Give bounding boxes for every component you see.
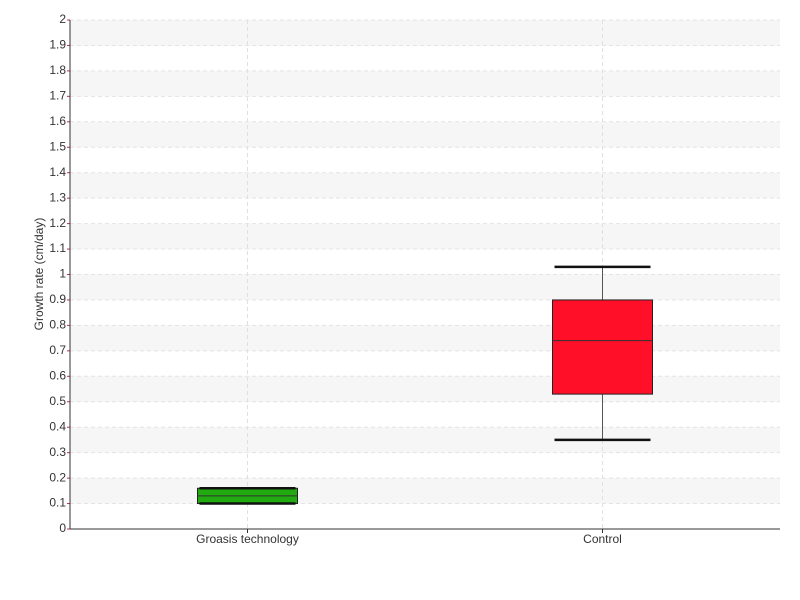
y-tick-label: 1.7 bbox=[49, 89, 66, 103]
y-tick-label: 0.1 bbox=[49, 496, 66, 510]
y-tick-label: 1.2 bbox=[49, 216, 66, 230]
grid-band bbox=[70, 70, 780, 97]
y-tick-label: 0.2 bbox=[49, 470, 66, 484]
y-tick-label: 0.6 bbox=[49, 368, 66, 382]
y-tick-label: 1.1 bbox=[49, 241, 66, 255]
grid-band bbox=[70, 121, 780, 148]
x-tick-label: Groasis technology bbox=[196, 532, 299, 546]
grid-band bbox=[70, 172, 780, 199]
grid-band bbox=[70, 223, 780, 250]
grid-band bbox=[70, 427, 780, 453]
grid-band bbox=[70, 20, 780, 46]
y-tick-label: 0 bbox=[59, 521, 66, 535]
y-tick-label: 1.8 bbox=[49, 63, 66, 77]
y-tick-label: 0.8 bbox=[49, 318, 66, 332]
y-tick-label: 1 bbox=[59, 267, 66, 281]
y-tick-label: 1.6 bbox=[49, 114, 66, 128]
y-tick-label: 1.5 bbox=[49, 139, 66, 153]
grid-band bbox=[70, 478, 780, 504]
y-tick-label: 1.9 bbox=[49, 38, 66, 52]
y-tick-label: 0.5 bbox=[49, 394, 66, 408]
grid-band bbox=[70, 325, 780, 351]
y-tick-label: 0.9 bbox=[49, 292, 66, 306]
y-tick-label: 0.4 bbox=[49, 419, 66, 433]
y-tick-label: 2 bbox=[59, 12, 66, 26]
y-tick-label: 1.4 bbox=[49, 165, 66, 179]
y-tick-label: 0.3 bbox=[49, 445, 66, 459]
x-tick-label: Control bbox=[583, 532, 622, 546]
grid-band bbox=[70, 274, 780, 300]
y-tick-label: 0.7 bbox=[49, 343, 66, 357]
grid-band bbox=[70, 376, 780, 402]
y-axis-label: Growth rate (cm/day) bbox=[32, 218, 46, 331]
box bbox=[552, 299, 653, 395]
y-tick-label: 1.3 bbox=[49, 190, 66, 204]
